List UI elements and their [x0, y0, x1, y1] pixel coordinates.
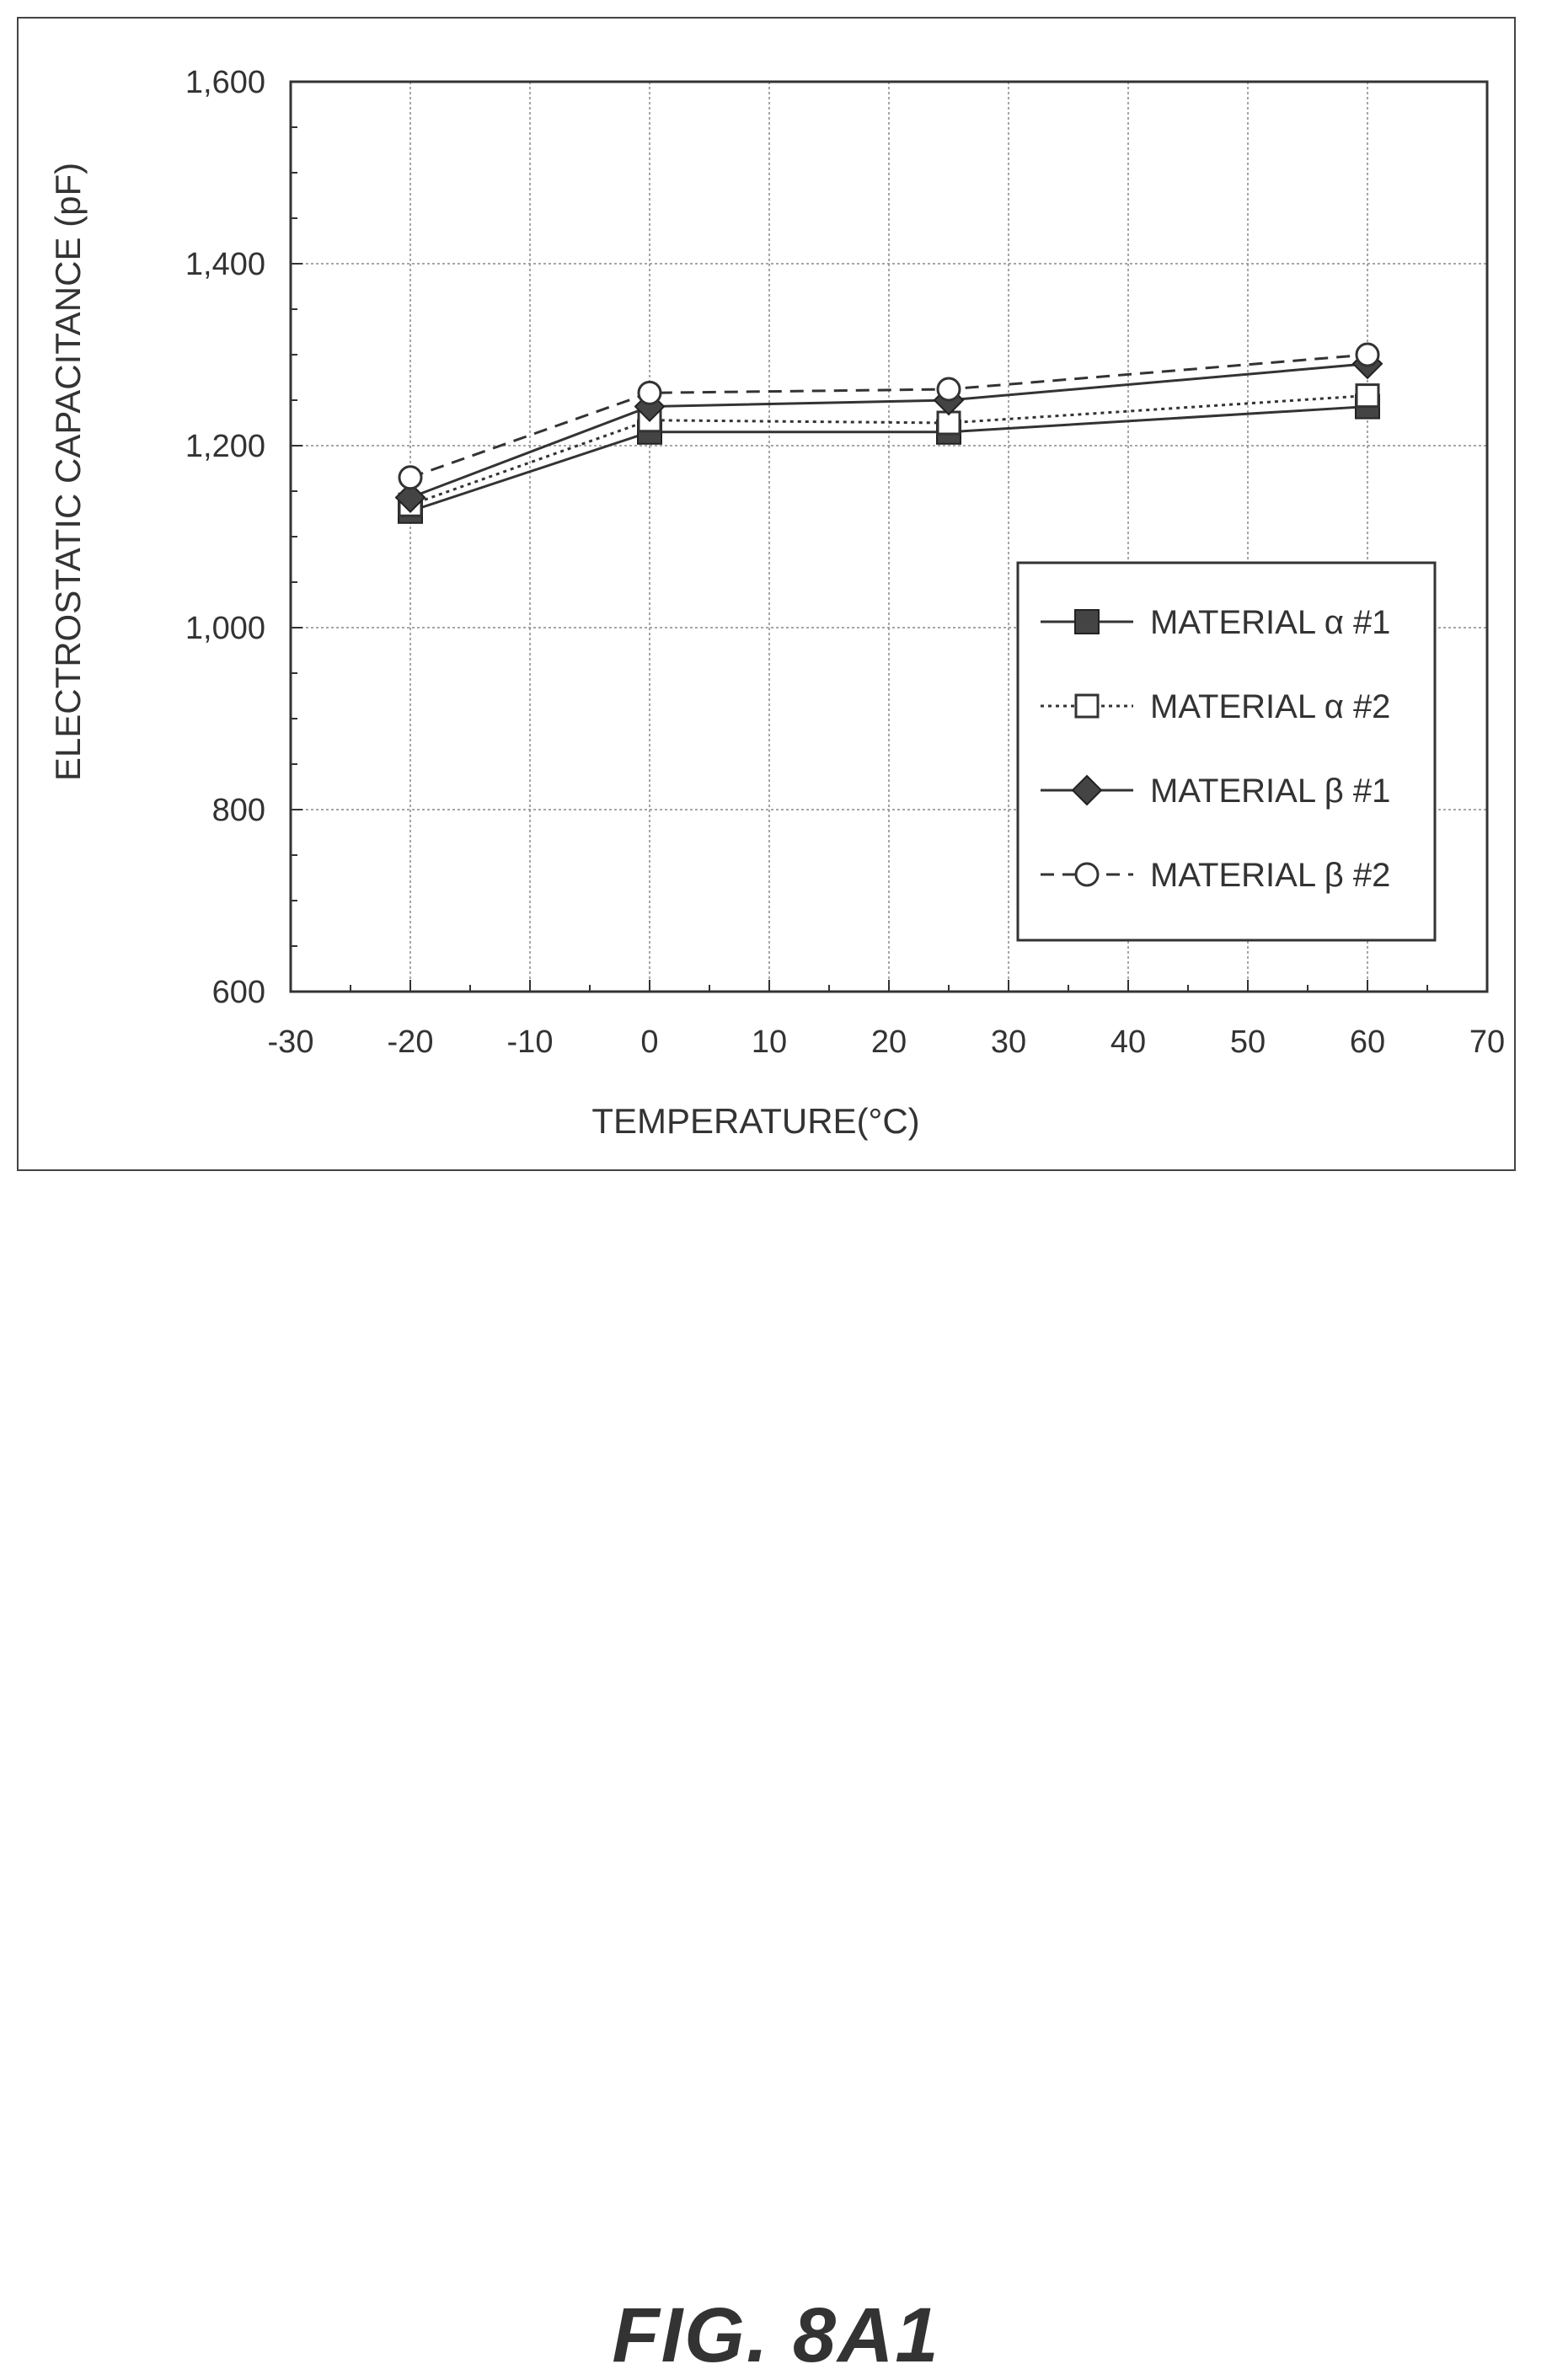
data-point — [1355, 383, 1380, 409]
figure-frame — [17, 17, 1516, 1171]
legend-marker — [1071, 774, 1103, 806]
legend: MATERIAL α #1 MATERIAL α #2 MATERIAL β #1 M… — [1016, 561, 1437, 942]
legend-marker — [1074, 693, 1100, 719]
y-tick-label: 1,400 — [185, 247, 265, 282]
x-tick-label: 60 — [1350, 1024, 1385, 1060]
x-tick-label: 50 — [1230, 1024, 1266, 1060]
data-point — [394, 482, 426, 513]
legend-label: MATERIAL α #2 — [1150, 688, 1390, 725]
series-line — [409, 362, 1368, 499]
x-tick-label: 30 — [991, 1024, 1026, 1060]
data-point — [637, 380, 662, 405]
data-point — [1355, 342, 1380, 367]
legend-entry-2: MATERIAL α #2 — [1041, 688, 1390, 725]
series-layer — [394, 342, 1383, 524]
series-4 — [398, 342, 1380, 490]
legend-label: MATERIAL β #2 — [1150, 857, 1390, 894]
legend-label: MATERIAL α #1 — [1150, 604, 1390, 641]
data-point — [398, 465, 423, 490]
x-tick-label: 10 — [752, 1024, 787, 1060]
legend-entry-4: MATERIAL β #2 — [1041, 857, 1390, 894]
x-tick-label: -10 — [507, 1024, 554, 1060]
legend-entry-1: MATERIAL α #1 — [1041, 604, 1390, 641]
series-line — [409, 394, 1368, 506]
series-line — [409, 405, 1368, 513]
x-tick-label: 70 — [1469, 1024, 1505, 1060]
tick-layer: -30 -20 -10 0 10 20 30 40 50 60 70 600 800 1,000 1,200… — [185, 65, 1505, 1060]
data-point — [936, 377, 961, 402]
x-tick-label: -30 — [268, 1024, 314, 1060]
legend-marker — [1074, 609, 1100, 634]
x-tick-label: 20 — [871, 1024, 907, 1060]
series-line — [409, 353, 1368, 479]
y-axis-title: ELECTROSTATIC CAPACITANCE (pF) — [48, 163, 88, 781]
y-tick-label: 1,200 — [185, 429, 265, 464]
y-tick-label: 1,600 — [185, 65, 265, 100]
legend-marker — [1074, 862, 1100, 887]
legend-entry-3: MATERIAL β #1 — [1041, 773, 1390, 810]
x-tick-label: 0 — [640, 1024, 658, 1060]
chart: -30 -20 -10 0 10 20 30 40 50 60 70 600 800 1,000 1,200… — [48, 65, 1505, 1141]
x-axis-title: TEMPERATURE(°C) — [591, 1101, 919, 1141]
x-tick-label: -20 — [388, 1024, 434, 1060]
y-tick-label: 800 — [212, 793, 265, 828]
y-tick-label: 1,000 — [185, 611, 265, 646]
legend-label: MATERIAL β #1 — [1150, 773, 1390, 810]
y-tick-label: 600 — [212, 975, 265, 1010]
figure-caption: FIG. 8A1 — [612, 2292, 940, 2378]
series-2 — [398, 383, 1380, 517]
x-tick-label: 40 — [1110, 1024, 1146, 1060]
